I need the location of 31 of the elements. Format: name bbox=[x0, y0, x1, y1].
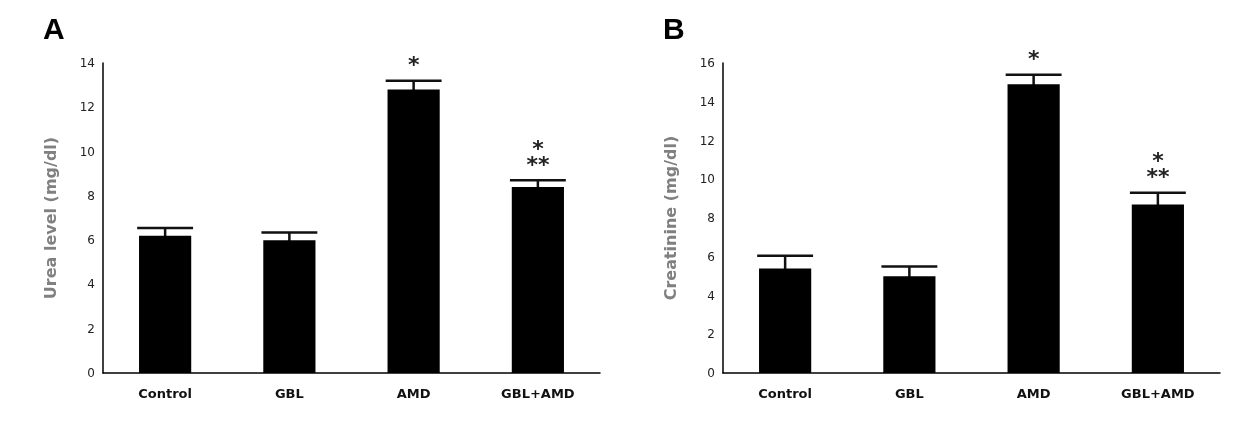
y-tick-label: 8 bbox=[87, 188, 95, 203]
y-tick-label: 10 bbox=[79, 144, 95, 159]
x-tick-label: Control bbox=[138, 386, 192, 401]
y-tick-label: 0 bbox=[87, 366, 95, 380]
y-tick-label: 10 bbox=[699, 172, 715, 187]
x-tick-label: GBL+AMD bbox=[1121, 386, 1195, 401]
y-tick-label: 4 bbox=[87, 277, 95, 292]
y-tick-label: 6 bbox=[87, 233, 95, 248]
x-tick-label: GBL bbox=[274, 386, 304, 401]
y-tick-label: 14 bbox=[699, 94, 715, 109]
chart-title: B bbox=[663, 11, 685, 45]
x-tick-label: GBL bbox=[894, 386, 924, 401]
y-tick-label: 14 bbox=[79, 56, 95, 70]
annotation: * bbox=[407, 52, 420, 78]
x-tick-label: AMD bbox=[396, 386, 431, 401]
chart-title: A bbox=[43, 11, 65, 45]
y-tick-label: 8 bbox=[707, 211, 715, 225]
y-tick-label: 12 bbox=[79, 100, 95, 115]
y-tick-label: 2 bbox=[87, 321, 95, 336]
y-axis-title: Creatinine (mg/dl) bbox=[660, 135, 680, 301]
x-tick-label: Control bbox=[758, 386, 812, 401]
y-tick-label: 16 bbox=[699, 56, 715, 70]
annotation: * bbox=[1027, 46, 1040, 72]
y-tick-label: 2 bbox=[707, 327, 715, 342]
y-axis-title: Urea level (mg/dl) bbox=[40, 136, 60, 300]
x-tick-label: GBL+AMD bbox=[501, 386, 575, 401]
y-tick-label: 12 bbox=[699, 133, 715, 148]
y-tick-label: 4 bbox=[707, 288, 715, 303]
y-tick-label: 6 bbox=[707, 249, 715, 264]
y-tick-label: 0 bbox=[707, 366, 715, 380]
x-tick-label: AMD bbox=[1016, 386, 1051, 401]
